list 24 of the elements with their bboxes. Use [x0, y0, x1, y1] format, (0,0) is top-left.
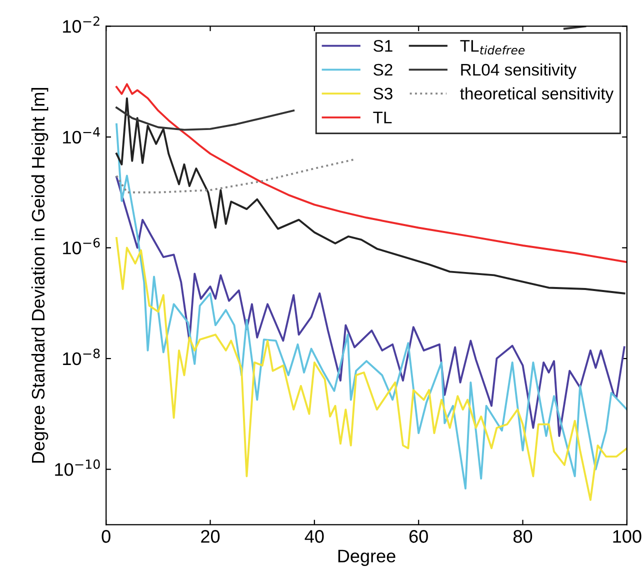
y-tick-label: 10$^{−4}$: [63, 127, 100, 144]
y-tick-label: 10$^{−10}$: [55, 459, 100, 476]
legend-label: TL: [373, 112, 392, 124]
line-series: [116, 83, 627, 264]
x-tick-label: 100: [613, 530, 642, 543]
y-tick-label: 10$^{−6}$: [63, 238, 100, 254]
x-tick-label: 20: [201, 530, 220, 543]
line-series: [116, 123, 627, 490]
legend-label: theoretical sensitivity: [460, 87, 614, 103]
legend-label: TL$_{tidefree}$: [460, 40, 525, 55]
legend-label: S2: [374, 64, 392, 76]
y-tick-label: 10$^{−8}$: [63, 348, 100, 366]
x-tick-label: 40: [304, 530, 324, 543]
legend-label: S3: [374, 88, 392, 100]
legend-label: S1: [374, 40, 392, 52]
x-tick-label: 0: [102, 530, 110, 543]
line-series: [116, 237, 627, 501]
y-axis-title: Degree Standard Deviation in Geiod Height [m]: [31, 88, 48, 463]
x-tick-label: 80: [514, 530, 532, 543]
y-tick-label: 10$^{−2}$: [63, 16, 100, 33]
x-tick-label: 60: [409, 530, 428, 543]
legend-label: RL04 sensitivity: [461, 63, 577, 79]
line-series: [116, 176, 626, 437]
x-axis-title: Degree: [338, 550, 396, 566]
